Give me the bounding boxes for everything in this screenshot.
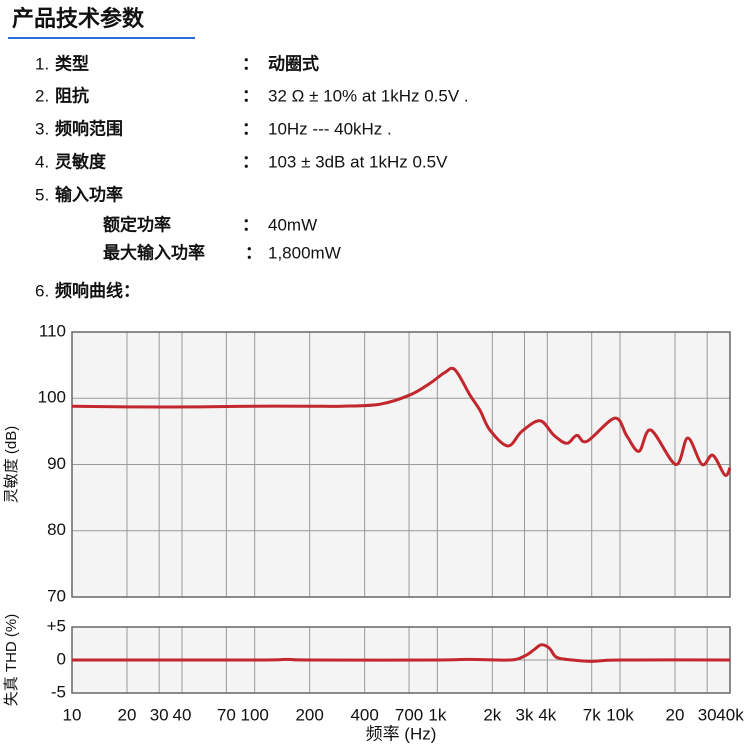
- page-title: 产品技术参数: [12, 6, 145, 31]
- spec-value: 32 Ω ± 10% at 1kHz 0.5V .: [268, 86, 469, 105]
- y-tick-label: 90: [47, 454, 66, 473]
- spec-separator: ：: [242, 54, 259, 73]
- x-tick-label: 40k: [716, 705, 744, 724]
- x-tick-label: 7k: [583, 705, 601, 724]
- spec-number: 4.: [35, 152, 49, 171]
- y-tick-label: 0: [57, 649, 66, 668]
- power-label: 额定功率: [103, 214, 171, 234]
- x-tick-label: 2k: [483, 705, 501, 724]
- y-tick-label: -5: [51, 682, 66, 701]
- y-tick-label: 100: [38, 388, 66, 407]
- x-tick-label: 20: [666, 705, 685, 724]
- x-tick-label: 700: [395, 705, 423, 724]
- spec-value: 103 ± 3dB at 1kHz 0.5V: [268, 152, 448, 171]
- power-separator: ：: [242, 215, 259, 234]
- x-tick-label: 4k: [538, 705, 556, 724]
- x-tick-label: 10k: [606, 705, 634, 724]
- spec-label: 类型: [55, 53, 89, 73]
- y-axis-label: 失真 THD (%): [2, 614, 20, 707]
- spec-label: 阻抗: [55, 85, 89, 105]
- spec-number: 5.: [35, 185, 49, 204]
- x-tick-label: 200: [295, 705, 323, 724]
- y-tick-label: 80: [47, 520, 66, 539]
- x-tick-label: 30: [150, 705, 169, 724]
- charts: 70 80 90 100 110 灵敏度 (dB) -5 0 +5 失真 THD (%) 10 20 3…: [2, 321, 744, 743]
- x-tick-label: 30: [698, 705, 717, 724]
- x-tick-label: 10: [63, 705, 82, 724]
- power-separator: ：: [245, 243, 262, 262]
- x-tick-label: 20: [118, 705, 137, 724]
- spec-separator: ：: [242, 119, 259, 138]
- spec-number: 2.: [35, 86, 49, 105]
- power-label: 最大输入功率: [103, 242, 205, 262]
- spec-label: 灵敏度: [55, 151, 107, 171]
- spec-value: 10Hz --- 40kHz .: [268, 119, 392, 138]
- curve-number: 6.: [35, 281, 49, 300]
- response-line: [71, 366, 732, 477]
- spec-label: 输入功率: [55, 184, 123, 204]
- y-tick-label: 70: [47, 586, 66, 605]
- spec-list: 1. 类型 ： 动圈式 2. 阻抗 ： 32 Ω ± 10% at 1kHz 0.5V . 3.…: [35, 53, 469, 300]
- spec-label: 频响范围: [55, 118, 123, 138]
- x-tick-label: 100: [240, 705, 268, 724]
- x-tick-label: 70: [217, 705, 236, 724]
- x-axis-label: 频率 (Hz): [366, 724, 437, 743]
- x-tick-label: 400: [350, 705, 378, 724]
- power-value: 1,800mW: [268, 243, 341, 262]
- spec-number: 1.: [35, 54, 49, 73]
- spec-separator: ：: [242, 86, 259, 105]
- response-line: [71, 643, 731, 663]
- spec-value: 动圈式: [268, 53, 319, 73]
- x-tick-label: 3k: [516, 705, 534, 724]
- y-tick-label: 110: [39, 321, 66, 340]
- spec-number: 3.: [35, 119, 49, 138]
- y-axis-label: 灵敏度 (dB): [3, 426, 20, 504]
- y-tick-label: +5: [47, 616, 66, 635]
- x-tick-label: 1k: [428, 705, 446, 724]
- power-value: 40mW: [268, 215, 317, 234]
- x-tick-label: 40: [173, 705, 192, 724]
- curve-heading: 频响曲线：: [55, 280, 140, 300]
- spec-separator: ：: [242, 152, 259, 171]
- plot-frame: [71, 331, 731, 598]
